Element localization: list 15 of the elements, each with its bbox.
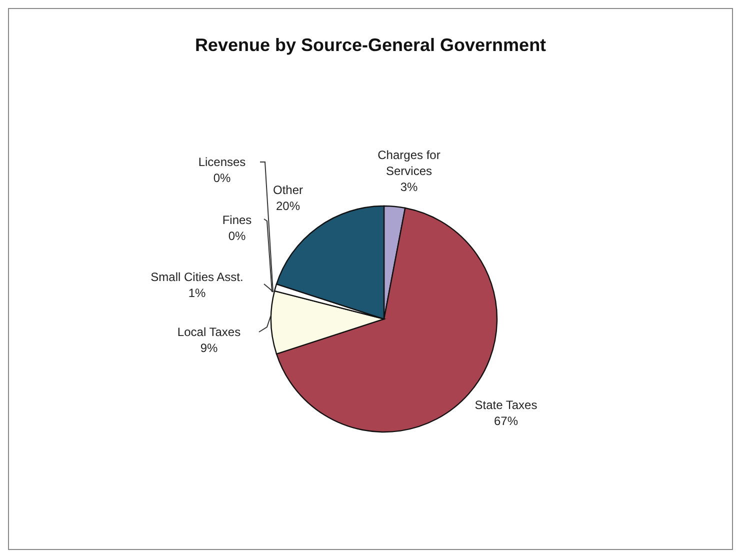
slice-label: Small Cities Asst. [150,270,244,284]
text: 0% [213,171,231,185]
category-label: Licenses [198,155,246,169]
data-label: 9% [200,341,218,355]
slice-label: Charges for Services [378,148,440,178]
data-label: 67% [494,414,518,428]
text: 0% [228,229,246,243]
slice-label: State Taxes [474,398,538,412]
slice-label: Local Taxes [177,325,241,339]
data-label: 1% [188,286,206,300]
slice-label: Other [272,183,304,197]
chart-title: Revenue by Source-General Government [194,35,548,56]
category-label: Fines [222,213,252,227]
data-label: 3% [400,180,418,194]
data-label: 20% [276,199,300,213]
